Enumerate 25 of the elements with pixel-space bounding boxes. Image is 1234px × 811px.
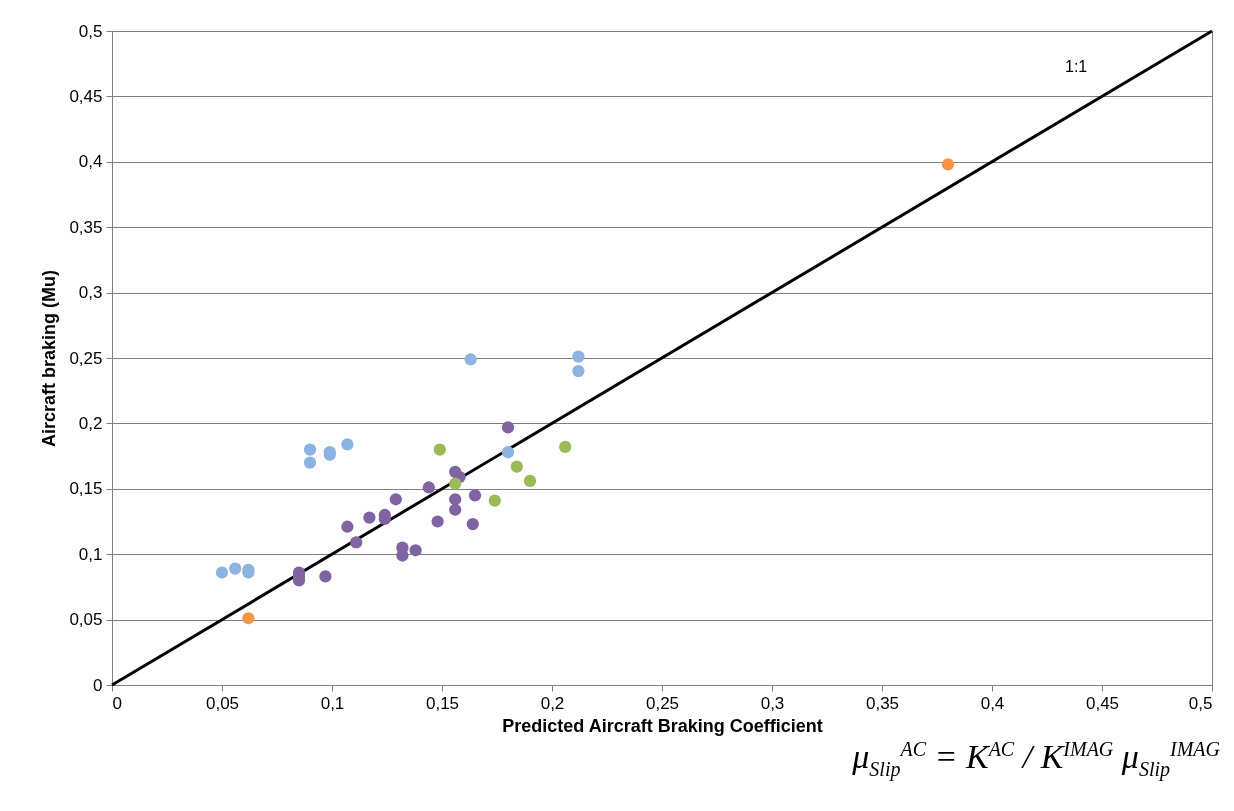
x-tick-label: 0,1 xyxy=(320,693,345,713)
y-tick-label: 0,5 xyxy=(78,21,103,41)
y-tick-label: 0,35 xyxy=(69,217,103,237)
x-tick-label: 0,35 xyxy=(865,693,900,713)
x-tick-label: 0,4 xyxy=(980,693,1005,713)
y-axis-title: Aircraft braking (Mu) xyxy=(39,269,60,448)
x-tick-label: 0 xyxy=(112,693,122,713)
y-tick-label: 0,05 xyxy=(69,610,103,630)
x-tick-label: 0,45 xyxy=(1085,693,1120,713)
x-tick-label: 0,5 xyxy=(1188,693,1213,713)
y-tick-label: 0,4 xyxy=(78,152,103,172)
y-tick-label: 0,1 xyxy=(78,544,103,564)
x-tick-label: 0,15 xyxy=(425,693,460,713)
x-tick-label: 0,25 xyxy=(645,693,680,713)
y-tick-label: 0,25 xyxy=(69,348,103,368)
y-tick-label: 0,45 xyxy=(69,86,103,106)
y-tick-label: 0,2 xyxy=(78,413,103,433)
annotation: 1:1 xyxy=(1065,58,1088,76)
y-tick-label: 0 xyxy=(93,675,103,695)
y-tick-label: 0,15 xyxy=(69,479,103,499)
x-tick-label: 0,3 xyxy=(760,693,785,713)
y-tick-label: 0,3 xyxy=(78,283,103,303)
x-tick-label: 0,2 xyxy=(540,693,565,713)
x-tick-label: 0,05 xyxy=(205,693,240,713)
x-axis-title: Predicted Aircraft Braking Coefficient xyxy=(502,715,823,736)
